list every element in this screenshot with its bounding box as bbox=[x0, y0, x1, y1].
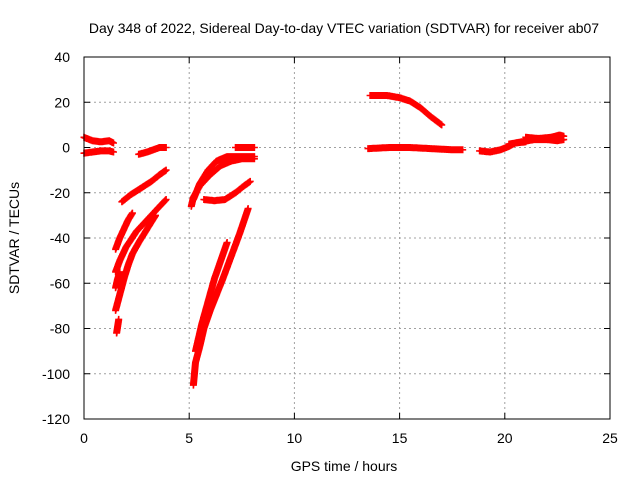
series-3 bbox=[135, 144, 170, 158]
series-7 bbox=[112, 211, 159, 314]
axis-ticks: 0 5 10 15 20 25 -120 -100 -80 -60 -40 -20 0 20 40 bbox=[42, 49, 618, 446]
series-7-markers bbox=[112, 211, 159, 314]
series-6-markers bbox=[112, 196, 170, 276]
y-tick-label: -20 bbox=[50, 185, 70, 201]
series-15-markers bbox=[192, 239, 231, 355]
series-17 bbox=[364, 144, 467, 154]
series-20 bbox=[522, 131, 568, 142]
x-tick-label: 25 bbox=[602, 430, 618, 446]
series-12-markers bbox=[232, 144, 258, 151]
series-13-markers bbox=[200, 177, 254, 205]
y-tick-label: -80 bbox=[50, 321, 70, 337]
series-11-markers bbox=[189, 153, 258, 203]
series-5-markers bbox=[112, 209, 136, 253]
x-axis-label: GPS time / hours bbox=[291, 458, 398, 474]
series-17-markers bbox=[364, 144, 467, 154]
y-tick-label: -120 bbox=[42, 411, 70, 427]
x-tick-label: 0 bbox=[80, 430, 88, 446]
series-16 bbox=[366, 92, 446, 129]
series-15 bbox=[192, 239, 231, 355]
x-tick-label: 15 bbox=[392, 430, 408, 446]
series-16-markers bbox=[366, 92, 446, 129]
series-20-markers bbox=[522, 131, 568, 142]
y-tick-label: -40 bbox=[50, 230, 70, 246]
y-tick-label: -100 bbox=[42, 366, 70, 382]
series-11 bbox=[189, 153, 258, 203]
y-axis-label: SDTVAR / TECUs bbox=[6, 182, 22, 294]
series-4 bbox=[118, 166, 170, 206]
chart-title: Day 348 of 2022, Sidereal Day-to-day VTE… bbox=[89, 20, 599, 36]
series-5 bbox=[112, 209, 136, 253]
x-tick-label: 20 bbox=[497, 430, 513, 446]
series-4-markers bbox=[118, 166, 170, 206]
plot-frame bbox=[83, 56, 611, 420]
series-8 bbox=[112, 268, 124, 292]
x-tick-label: 10 bbox=[287, 430, 303, 446]
x-tick-label: 5 bbox=[185, 430, 193, 446]
y-tick-label: 40 bbox=[54, 49, 70, 65]
series-9-markers bbox=[113, 315, 123, 337]
series-12 bbox=[232, 144, 258, 151]
series-8-markers bbox=[112, 268, 124, 292]
y-tick-label: -60 bbox=[50, 275, 70, 291]
y-tick-label: 0 bbox=[62, 140, 70, 156]
series-9 bbox=[113, 315, 123, 337]
data-points bbox=[80, 92, 568, 389]
y-tick-label: 20 bbox=[54, 94, 70, 110]
series-3-markers bbox=[135, 144, 170, 158]
grid bbox=[84, 57, 610, 419]
series-13 bbox=[200, 177, 254, 205]
series-6 bbox=[112, 196, 170, 276]
